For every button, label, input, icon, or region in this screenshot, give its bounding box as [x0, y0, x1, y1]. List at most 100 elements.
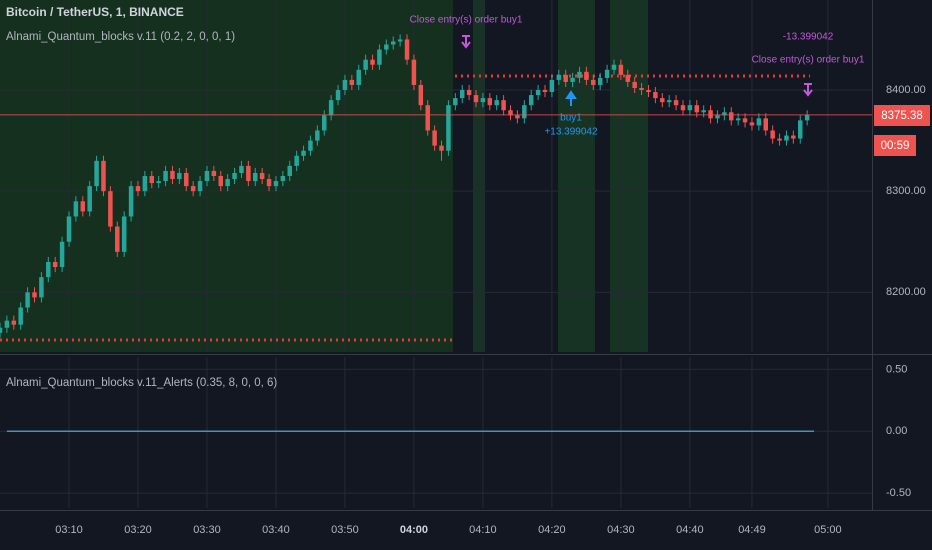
candle-body	[87, 186, 92, 212]
candle-body	[784, 135, 789, 141]
candle-body	[211, 170, 217, 176]
candle-body	[294, 155, 299, 166]
candle-body	[673, 100, 679, 106]
candle-body	[363, 59, 368, 70]
candle-body	[535, 90, 541, 96]
countdown: 00:59	[881, 140, 910, 152]
x-tick-label: 04:40	[676, 524, 704, 536]
candle-body	[39, 277, 44, 298]
x-tick-label: 03:20	[124, 524, 152, 536]
candle-body	[342, 79, 348, 91]
strategy-zone	[558, 0, 595, 352]
candle-body	[432, 130, 437, 146]
candle-body	[480, 98, 486, 103]
candle-body	[273, 181, 279, 187]
candle-body	[59, 241, 65, 268]
candle-body	[687, 105, 693, 111]
entry-marker	[565, 90, 577, 106]
candle-body	[570, 77, 575, 82]
candle-body	[604, 69, 610, 78]
candle-body	[170, 170, 175, 180]
candle-body	[577, 71, 582, 78]
candle-body	[680, 105, 686, 111]
candle-body	[384, 44, 389, 50]
candle-body	[66, 216, 72, 242]
candle-body	[722, 112, 727, 116]
candle-body	[142, 176, 148, 192]
candle-body	[328, 100, 334, 116]
candle-body	[591, 79, 596, 85]
candle-body	[418, 84, 424, 106]
candle-body	[156, 181, 161, 184]
candle-body	[184, 172, 189, 187]
candle-body	[377, 49, 382, 65]
y-tick-label: 0.50	[886, 363, 907, 375]
grid	[0, 0, 872, 508]
candle-body	[239, 165, 244, 173]
candle-body	[218, 176, 224, 187]
candle-body	[701, 110, 706, 113]
candle-body	[335, 90, 341, 101]
y-tick-label: 8300.00	[886, 185, 926, 197]
candle-body	[108, 191, 113, 227]
annotation: buy1	[560, 113, 582, 124]
x-tick-label: 04:20	[538, 524, 566, 536]
candle-body	[653, 92, 658, 99]
chart-title: Bitcoin / TetherUS, 1, BINANCE	[6, 5, 184, 19]
candle-body	[549, 79, 555, 93]
candle-body	[439, 145, 444, 151]
candle-body	[522, 105, 527, 119]
candle-body	[177, 172, 182, 180]
candle-body	[742, 118, 748, 123]
candle-body	[756, 118, 762, 126]
candle-body	[301, 150, 306, 156]
candle-body	[791, 135, 796, 139]
x-tick-label: 05:00	[814, 524, 842, 536]
candle-body	[625, 74, 631, 82]
candle-body	[259, 172, 265, 180]
candle-body	[197, 181, 203, 192]
candle-body	[494, 100, 499, 106]
candle-body	[253, 172, 258, 182]
y-tick-label: -0.50	[886, 487, 911, 499]
candle-body	[542, 90, 548, 93]
candle-body	[528, 95, 534, 106]
annotation: Close entry(s) order buy1	[752, 55, 865, 66]
candle-body	[459, 90, 465, 99]
indicator-title: Alnami_Quantum_blocks v.11 (0.2, 2, 0, 0…	[6, 31, 235, 43]
candle-body	[315, 130, 320, 141]
candle-body	[18, 307, 23, 325]
candle-body	[770, 130, 775, 139]
candle-body	[487, 98, 493, 106]
price-badge	[874, 105, 930, 126]
annotation: Close entry(s) order buy1	[410, 15, 523, 26]
candle-body	[804, 114, 810, 121]
x-tick-label: 03:10	[55, 524, 83, 536]
candle-body	[225, 179, 230, 187]
candle-body	[0, 327, 3, 333]
plot	[0, 34, 872, 433]
candle-body	[115, 226, 120, 252]
candle-body	[11, 320, 17, 325]
candle-body	[356, 69, 361, 85]
candle-body	[287, 165, 292, 176]
candle-body	[25, 292, 30, 308]
candle-body	[190, 186, 196, 192]
x-tick-label: 04:10	[469, 524, 497, 536]
candle-body	[639, 88, 644, 91]
candle-body	[632, 81, 637, 88]
candle-body	[121, 216, 127, 252]
indicator-title: Alnami_Quantum_blocks v.11_Alerts (0.35,…	[6, 377, 277, 389]
x-tick-label: 04:49	[738, 524, 766, 536]
x-tick-label: 04:30	[607, 524, 635, 536]
candle-body	[349, 79, 355, 85]
candle-body	[694, 105, 700, 113]
x-tick-label: 03:50	[331, 524, 359, 536]
candle-body	[425, 105, 430, 131]
candle-body	[453, 98, 458, 106]
candle-body	[149, 176, 155, 184]
candle-body	[473, 95, 479, 103]
candle-body	[466, 90, 472, 96]
candle-body	[501, 100, 506, 111]
